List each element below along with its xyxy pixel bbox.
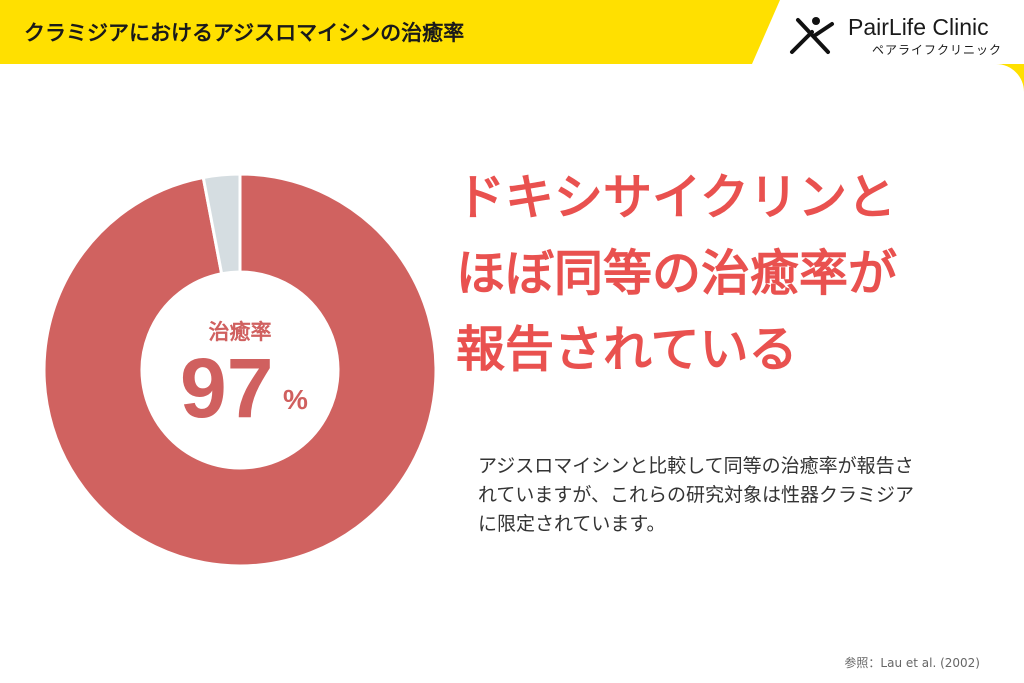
pairlife-logo-icon <box>790 17 834 54</box>
content-panel <box>0 64 1024 683</box>
headline-line: ドキシサイクリンと <box>456 169 897 226</box>
reference-note: 参照：Lau et al. (2002) <box>844 656 980 670</box>
donut-slice-cured <box>44 174 436 566</box>
description-line: に限定されています。 <box>478 513 666 535</box>
headline: ドキシサイクリンと ほぼ同等の治癒率が 報告されている <box>456 160 1016 388</box>
donut-slice-remaining <box>201 174 242 276</box>
headline-line: 報告されている <box>456 321 798 378</box>
donut-center-value: 97 <box>180 341 274 435</box>
logo-tab <box>752 0 1024 64</box>
donut-center-unit: % <box>283 384 308 415</box>
logo-name: PairLife Clinic <box>848 14 989 40</box>
donut-center-label: 治癒率 <box>208 320 272 344</box>
description-line: アジスロマイシンと比較して同等の治癒率が報告さ <box>478 455 914 477</box>
description: アジスロマイシンと比較して同等の治癒率が報告さ れていますが、これらの研究対象は… <box>478 452 998 539</box>
description-line: れていますが、これらの研究対象は性器クラミジア <box>478 484 915 506</box>
logo-subtitle: ペアライフクリニック <box>872 43 1003 57</box>
donut-chart <box>44 174 436 566</box>
page-title: クラミジアにおけるアジスロマイシンの治癒率 <box>24 21 465 45</box>
headline-line: ほぼ同等の治癒率が <box>456 245 898 302</box>
